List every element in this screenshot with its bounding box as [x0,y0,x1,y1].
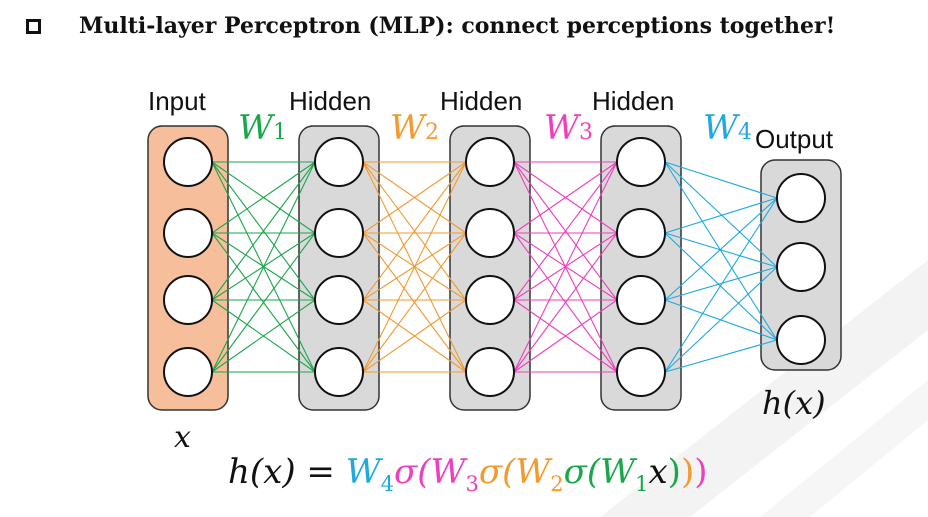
neuron-node [163,208,213,258]
edge-w4 [664,232,778,268]
edge-w4 [664,161,778,341]
edge-w1 [211,299,316,373]
edge-w4 [664,161,778,199]
weight-label-w3: W3 [544,108,593,148]
edge-w2 [362,161,467,234]
input-symbol: x [174,420,191,455]
weight-label-w4: W4 [703,108,752,148]
neuron-node [776,315,826,365]
neuron-node [314,275,364,325]
layer-label-hidden-3: Hidden [592,86,675,116]
neuron-node [465,137,515,187]
edge-w2 [362,161,467,301]
formula-part: W4 [345,452,395,496]
formula-lhs: h(x) = [228,452,346,492]
edge-w4 [664,339,778,373]
layer-label-input: Input [148,86,206,116]
layer-box-2 [449,125,531,411]
formula-part: ) [680,452,695,492]
edge-w3 [513,299,618,373]
neuron-node [465,275,515,325]
formula-part: W1 [600,452,649,496]
formula-part: W3 [430,452,479,496]
neuron-node [314,137,364,187]
mlp-formula: h(x) = W4σ(W3σ(W2σ(W1x))) [228,452,707,496]
weight-label-w1: W1 [238,108,287,148]
layer-label-hidden-1: Hidden [289,86,372,116]
slide-title: Multi-layer Perceptron (MLP): connect pe… [26,6,835,46]
layer-label-output: Output [755,124,834,154]
edge-w3 [513,232,618,373]
neuron-node [314,208,364,258]
edge-w2 [362,299,467,373]
neuron-node [465,208,515,258]
formula-part: σ( [478,452,516,492]
neuron-node [163,137,213,187]
edge-w4 [664,197,778,373]
edge-w3 [513,161,618,234]
neuron-node [616,137,666,187]
neuron-node [465,347,515,397]
edge-w4 [664,197,778,301]
layer-box-3 [600,125,682,411]
neuron-node [776,242,826,292]
layer-box-0 [147,125,229,411]
edge-w4 [664,232,778,341]
edge-w4 [664,197,778,234]
title-text: Multi-layer Perceptron (MLP): connect pe… [79,13,836,39]
edge-w3 [513,161,618,301]
formula-part: ) [694,452,708,492]
neuron-node [616,347,666,397]
edge-w2 [362,161,467,373]
edge-w4 [664,266,778,301]
edge-w1 [211,161,316,234]
neuron-node [163,347,213,397]
edge-w1 [211,161,316,301]
weight-label-w2: W2 [390,108,439,148]
edge-w4 [664,266,778,373]
formula-part: ) [667,452,681,492]
formula-part: W2 [515,452,564,496]
hollow-square-bullet-icon [26,18,41,34]
edge-w4 [664,161,778,268]
layer-label-hidden-2: Hidden [440,86,523,116]
edge-w1 [211,232,316,373]
edge-w2 [362,232,467,373]
edge-w1 [211,161,316,373]
formula-part: σ( [563,452,601,492]
neuron-node [163,275,213,325]
output-symbol: h(x) [762,384,826,422]
formula-part: x [648,452,668,492]
neuron-node [314,347,364,397]
neuron-node [776,173,826,223]
edge-w3 [513,161,618,373]
neuron-node [616,275,666,325]
neuron-node [616,208,666,258]
layer-box-1 [298,125,380,411]
formula-part: σ( [394,452,431,492]
